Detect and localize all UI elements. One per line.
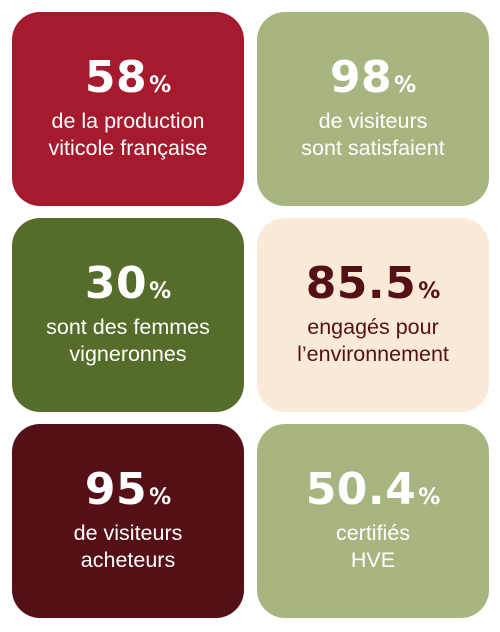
stat-number: 30: [84, 258, 148, 310]
stat-description: de la production viticole française: [49, 108, 208, 162]
stat-card-women: 30% sont des femmes vigneronnes: [12, 218, 244, 412]
stat-number: 98: [329, 52, 393, 104]
stat-value: 50.4%: [306, 468, 441, 512]
stat-description-line: acheteurs: [80, 548, 176, 572]
stat-card-production: 58% de la production viticole française: [12, 12, 244, 206]
stat-description-line: sont des femmes: [46, 315, 210, 340]
stat-description-line: de visiteurs: [73, 521, 183, 546]
stat-description-line: certifiés: [335, 521, 411, 546]
stat-description: certifiés HVE: [336, 520, 410, 574]
stat-description: sont des femmes vigneronnes: [46, 314, 210, 368]
stat-card-satisfaction: 98% de visiteurs sont satisfaient: [257, 12, 489, 206]
stat-value: 95%: [85, 468, 171, 512]
stat-value: 30%: [85, 262, 171, 306]
stat-value: 98%: [330, 56, 416, 100]
stats-grid: 58% de la production viticole française 9…: [12, 12, 489, 618]
stat-card-buyers: 95% de visiteurs acheteurs: [12, 424, 244, 618]
stat-number: 58: [84, 52, 148, 104]
stat-card-hve: 50.4% certifiés HVE: [257, 424, 489, 618]
stat-unit: %: [394, 73, 417, 99]
stat-description-line: de visiteurs: [318, 109, 428, 134]
stat-description: de visiteurs sont satisfaient: [301, 108, 444, 162]
stat-value: 85.5%: [306, 262, 441, 306]
stat-unit: %: [149, 279, 172, 305]
stat-description-line: de la production: [51, 109, 205, 134]
stat-description-line: viticole française: [48, 136, 208, 160]
stat-unit: %: [418, 485, 441, 511]
stat-number: 85.5: [305, 258, 417, 310]
stat-unit: %: [149, 73, 172, 99]
stat-description-line: HVE: [350, 548, 396, 572]
stat-description: de visiteurs acheteurs: [74, 520, 183, 574]
stat-description-line: vigneronnes: [69, 342, 187, 366]
stat-description-line: l’environnement: [297, 342, 449, 366]
stat-value: 58%: [85, 56, 171, 100]
stat-description-line: sont satisfaient: [301, 136, 445, 160]
stat-description-line: engagés pour: [307, 315, 439, 340]
stat-unit: %: [418, 279, 441, 305]
stat-card-environment: 85.5% engagés pour l’environnement: [257, 218, 489, 412]
stat-number: 50.4: [305, 464, 417, 516]
stat-number: 95: [84, 464, 148, 516]
stat-description: engagés pour l’environnement: [297, 314, 449, 368]
stat-unit: %: [149, 485, 172, 511]
